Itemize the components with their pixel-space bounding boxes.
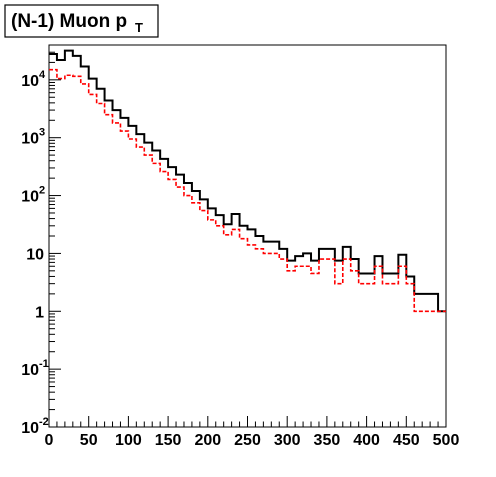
title-border [4, 4, 159, 38]
title-box: (N-1) Muon p T [4, 4, 159, 38]
x-tick-label: 100 [115, 432, 142, 449]
y-tick-exponent: 2 [39, 185, 45, 197]
series-layer [49, 49, 446, 313]
y-tick-label: 10 [21, 73, 39, 90]
chart-title: (N-1) Muon p [11, 11, 127, 32]
chart-title-subscript: T [135, 20, 143, 35]
y-tick-exponent: -2 [39, 416, 49, 428]
x-tick-label: 450 [393, 432, 420, 449]
x-tick-label: 200 [194, 432, 221, 449]
y-tick-exponent: -1 [39, 358, 49, 370]
y-tick-exponent: 3 [39, 127, 45, 139]
x-tick-label: 0 [45, 432, 54, 449]
x-tick-label: 500 [433, 432, 460, 449]
y-tick-label: 10 [21, 189, 39, 206]
x-tick-label: 300 [274, 432, 301, 449]
series-line-1 [49, 68, 446, 313]
x-tick-label: 350 [314, 432, 341, 449]
y-tick-label: 10 [21, 131, 39, 148]
y-tick-label: 10 [21, 420, 39, 437]
series-line-0 [49, 49, 446, 313]
y-tick-label: 10 [21, 362, 39, 379]
y-tick-exponent: 4 [39, 69, 46, 81]
x-tick-label: 50 [80, 432, 98, 449]
y-tick-label: 1 [35, 304, 44, 321]
y-tick-label: 10 [26, 246, 44, 263]
x-tick-label: 400 [353, 432, 380, 449]
x-tick-label: 250 [234, 432, 261, 449]
x-tick-label: 150 [155, 432, 182, 449]
